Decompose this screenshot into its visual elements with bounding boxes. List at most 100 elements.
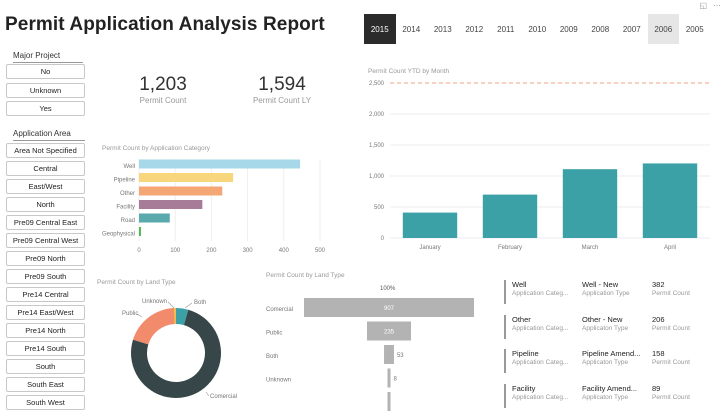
ytd-chart-title: Permit Count YTD by Month <box>368 68 450 75</box>
category-label: Pipeline <box>114 178 136 184</box>
card-category: Well <box>512 280 527 289</box>
year-2014[interactable]: 2014 <box>402 24 421 34</box>
application-area-item[interactable]: Pre14 South <box>6 341 85 356</box>
card-type: Well - New <box>582 280 619 289</box>
application-area-item[interactable]: Pre09 South <box>6 269 85 284</box>
ytd-tick-label: 0 <box>381 236 385 242</box>
more-options-icon[interactable]: ⋯ <box>713 1 721 10</box>
year-2006[interactable]: 2006 <box>647 14 679 44</box>
funnel-bar[interactable] <box>304 298 474 317</box>
category-bar[interactable] <box>139 186 223 196</box>
card-count-label: Permit Count <box>652 290 690 297</box>
category-bar[interactable] <box>139 213 170 223</box>
card-type-label: Applicaton Type <box>582 324 629 332</box>
category-bar[interactable] <box>139 227 141 236</box>
category-tick-label: 200 <box>206 248 217 254</box>
donut-slice[interactable] <box>131 309 221 398</box>
page-title: Permit Application Analysis Report <box>5 14 325 35</box>
card-category-label: Application Categ... <box>512 393 569 401</box>
category-tick-label: 100 <box>170 248 181 254</box>
donut-slice[interactable] <box>174 308 176 325</box>
donut-leader-line <box>184 302 193 309</box>
year-2009[interactable]: 2009 <box>559 24 578 34</box>
category-label: Geophysical <box>102 232 135 238</box>
application-area-item[interactable]: Central <box>6 161 85 176</box>
application-area-item[interactable]: South East <box>6 377 85 392</box>
card-type: Pipeline Amend... <box>582 349 641 358</box>
ytd-bar[interactable] <box>642 163 698 238</box>
ytd-bar[interactable] <box>482 194 538 238</box>
funnel-value-label: 907 <box>384 306 395 312</box>
category-tick-label: 0 <box>137 248 141 254</box>
application-area-item[interactable]: Pre14 North <box>6 323 85 338</box>
ytd-bar[interactable] <box>562 169 618 238</box>
focus-mode-icon[interactable]: ◱ <box>699 1 707 10</box>
ytd-month-label: April <box>664 245 676 251</box>
category-chart-title: Permit Count by Application Category <box>102 145 211 152</box>
category-bar-chart: 0 100 200 300 400 500 Well Pipeline Other Facilit… <box>102 159 326 254</box>
application-area-slicer-title: Application Area <box>13 129 85 141</box>
application-area-item[interactable]: Pre09 Central East <box>6 215 85 230</box>
application-area-item[interactable]: Pre14 Central <box>6 287 85 302</box>
application-area-item[interactable]: Pre14 East/West <box>6 305 85 320</box>
category-bar[interactable] <box>139 173 234 182</box>
year-2007[interactable]: 2007 <box>622 24 641 34</box>
donut-chart-title: Permit Count by Land Type <box>97 279 176 286</box>
donut-slice[interactable] <box>176 308 189 326</box>
application-area-item[interactable]: South West <box>6 395 85 410</box>
kpi-permit-count-value: 1,203 <box>139 74 187 95</box>
card-type-label: Application Type <box>582 290 630 297</box>
year-2005[interactable]: 2005 <box>685 24 704 34</box>
kpi-permit-count: 1,203 Permit Count <box>118 74 208 105</box>
year-2013[interactable]: 2013 <box>433 24 452 34</box>
ytd-month-label: March <box>582 245 599 251</box>
land-type-donut-chart: Comercial Public Both Unknown <box>122 299 237 400</box>
application-area-item[interactable]: East/West <box>6 179 85 194</box>
major-project-item[interactable]: No <box>6 64 85 79</box>
year-2011[interactable]: 2011 <box>497 24 515 34</box>
year-2010[interactable]: 2010 <box>528 24 547 34</box>
application-area-item[interactable]: Pre09 North <box>6 251 85 266</box>
funnel-bar[interactable] <box>384 345 394 364</box>
major-project-item[interactable]: Unknown <box>6 82 85 98</box>
card-count-label: Permit Count <box>652 359 690 366</box>
application-area-item[interactable]: Area Not Specified <box>6 143 85 158</box>
card-type-label: Applicaton Type <box>582 393 629 401</box>
funnel-bar[interactable] <box>366 321 412 341</box>
funnel-stub-bar <box>387 392 391 411</box>
category-bar[interactable] <box>139 159 301 169</box>
kpi-permit-count-ly-value: 1,594 <box>258 74 306 95</box>
category-tick-label: 400 <box>279 248 290 254</box>
funnel-category-label: Comercial <box>266 307 293 313</box>
ytd-month-label: February <box>498 245 522 251</box>
year-2015[interactable]: 2015 <box>364 14 396 44</box>
donut-label: Unknown <box>142 299 167 305</box>
year-2012[interactable]: 2012 <box>465 24 484 34</box>
ytd-month-label: January <box>419 245 440 251</box>
kpi-permit-count-label: Permit Count <box>139 96 187 105</box>
funnel-value-label: 235 <box>384 330 395 336</box>
application-area-item[interactable]: North <box>6 197 85 212</box>
application-area-item[interactable]: South <box>6 359 85 374</box>
card-type: Other - New <box>582 314 623 324</box>
funnel-top-label: 100% <box>380 286 396 292</box>
category-label: Well <box>123 164 135 170</box>
card-row: Other Application Categ... Other - New Appl… <box>504 314 714 339</box>
category-bar[interactable] <box>139 200 203 209</box>
category-label: Other <box>120 191 135 197</box>
card-category-label: Application Categ... <box>512 290 569 297</box>
donut-slice[interactable] <box>133 308 175 345</box>
card-row: Facility Application Categ... Facility Ame… <box>504 383 714 408</box>
application-area-item[interactable]: Pre09 Central West <box>6 233 85 248</box>
ytd-tick-label: 1,000 <box>369 174 385 180</box>
major-project-slicer-title: Major Project <box>13 51 83 63</box>
ytd-bar[interactable] <box>402 212 458 238</box>
ytd-tick-label: 1,500 <box>369 143 385 149</box>
card-row: Pipeline Application Categ... Pipeline Ame… <box>504 349 714 373</box>
major-project-item[interactable]: Yes <box>6 101 85 116</box>
year-2008[interactable]: 2008 <box>591 24 610 34</box>
card-count-label: Permit Count <box>652 324 690 332</box>
funnel-category-label: Public <box>266 331 282 337</box>
funnel-bar[interactable] <box>387 368 391 388</box>
donut-label: Both <box>194 300 206 306</box>
